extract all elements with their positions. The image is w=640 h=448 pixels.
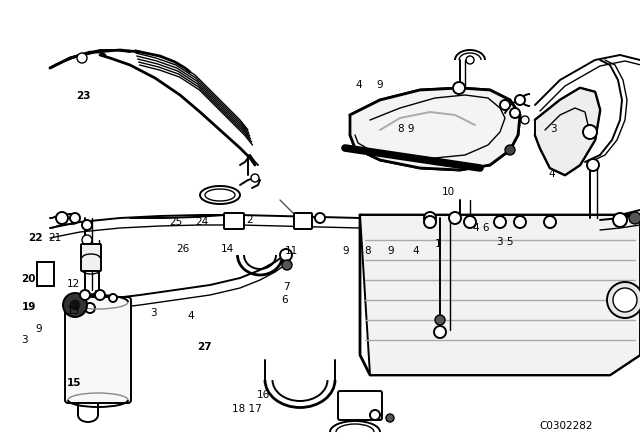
Circle shape	[583, 125, 597, 139]
Circle shape	[77, 53, 87, 63]
Circle shape	[56, 212, 68, 224]
Circle shape	[435, 315, 445, 325]
FancyBboxPatch shape	[224, 213, 244, 229]
Text: 16: 16	[257, 390, 270, 400]
Circle shape	[82, 235, 92, 245]
Circle shape	[109, 294, 117, 302]
Polygon shape	[350, 88, 520, 170]
Text: 6: 6	[282, 295, 288, 305]
Circle shape	[500, 100, 510, 110]
Circle shape	[95, 290, 105, 300]
Circle shape	[370, 410, 380, 420]
Text: 4: 4	[355, 80, 362, 90]
Circle shape	[521, 116, 529, 124]
Text: 23: 23	[76, 91, 90, 101]
Circle shape	[315, 213, 325, 223]
Circle shape	[510, 108, 520, 118]
Text: 3: 3	[150, 308, 157, 318]
Circle shape	[434, 326, 446, 338]
FancyBboxPatch shape	[338, 391, 382, 420]
Circle shape	[70, 213, 80, 223]
Text: 9: 9	[35, 324, 42, 334]
Text: 19: 19	[22, 302, 36, 312]
Text: 9: 9	[377, 80, 383, 90]
Circle shape	[587, 159, 599, 171]
Circle shape	[464, 216, 476, 228]
Circle shape	[63, 293, 87, 317]
Circle shape	[613, 213, 627, 227]
Text: 13: 13	[67, 306, 80, 316]
Text: 3: 3	[21, 336, 28, 345]
Text: 4: 4	[188, 311, 194, 321]
Text: 11: 11	[285, 246, 298, 256]
FancyBboxPatch shape	[294, 213, 312, 229]
Text: 9: 9	[342, 246, 349, 256]
FancyBboxPatch shape	[37, 262, 54, 286]
Text: 8 9: 8 9	[398, 124, 415, 134]
Polygon shape	[535, 88, 600, 175]
Text: 20: 20	[22, 274, 36, 284]
FancyBboxPatch shape	[81, 244, 101, 271]
Circle shape	[629, 212, 640, 224]
Text: 21: 21	[48, 233, 61, 243]
Circle shape	[85, 303, 95, 313]
Circle shape	[494, 216, 506, 228]
Text: 25: 25	[170, 217, 182, 227]
Text: 22: 22	[28, 233, 42, 243]
Text: C0302282: C0302282	[540, 421, 593, 431]
Circle shape	[280, 249, 292, 261]
Text: 4: 4	[413, 246, 419, 256]
Text: 24: 24	[195, 217, 208, 227]
Circle shape	[82, 220, 92, 230]
Circle shape	[386, 414, 394, 422]
Text: 4 6: 4 6	[473, 224, 490, 233]
Circle shape	[607, 282, 640, 318]
Text: 27: 27	[198, 342, 212, 352]
Circle shape	[514, 216, 526, 228]
Circle shape	[544, 216, 556, 228]
Text: 1: 1	[435, 239, 442, 249]
FancyBboxPatch shape	[65, 297, 131, 403]
Text: 7: 7	[284, 282, 290, 292]
Text: 9: 9	[387, 246, 394, 256]
Text: 3: 3	[550, 124, 557, 134]
Circle shape	[613, 288, 637, 312]
Circle shape	[424, 216, 436, 228]
Text: 15: 15	[67, 378, 81, 388]
Circle shape	[466, 56, 474, 64]
Text: 14: 14	[221, 244, 234, 254]
Circle shape	[424, 212, 436, 224]
Circle shape	[515, 95, 525, 105]
Circle shape	[505, 145, 515, 155]
Circle shape	[449, 212, 461, 224]
Polygon shape	[360, 215, 640, 375]
Text: 10: 10	[442, 187, 454, 197]
Text: 4: 4	[548, 169, 555, 179]
Text: 2: 2	[246, 215, 253, 224]
Text: 8: 8	[365, 246, 371, 256]
Text: 26: 26	[176, 244, 189, 254]
Circle shape	[453, 82, 465, 94]
Text: 3 5: 3 5	[497, 237, 514, 247]
Text: 18 17: 18 17	[232, 404, 261, 414]
Circle shape	[80, 290, 90, 300]
Circle shape	[282, 260, 292, 270]
Circle shape	[251, 174, 259, 182]
Text: 12: 12	[67, 280, 80, 289]
Circle shape	[69, 299, 81, 311]
